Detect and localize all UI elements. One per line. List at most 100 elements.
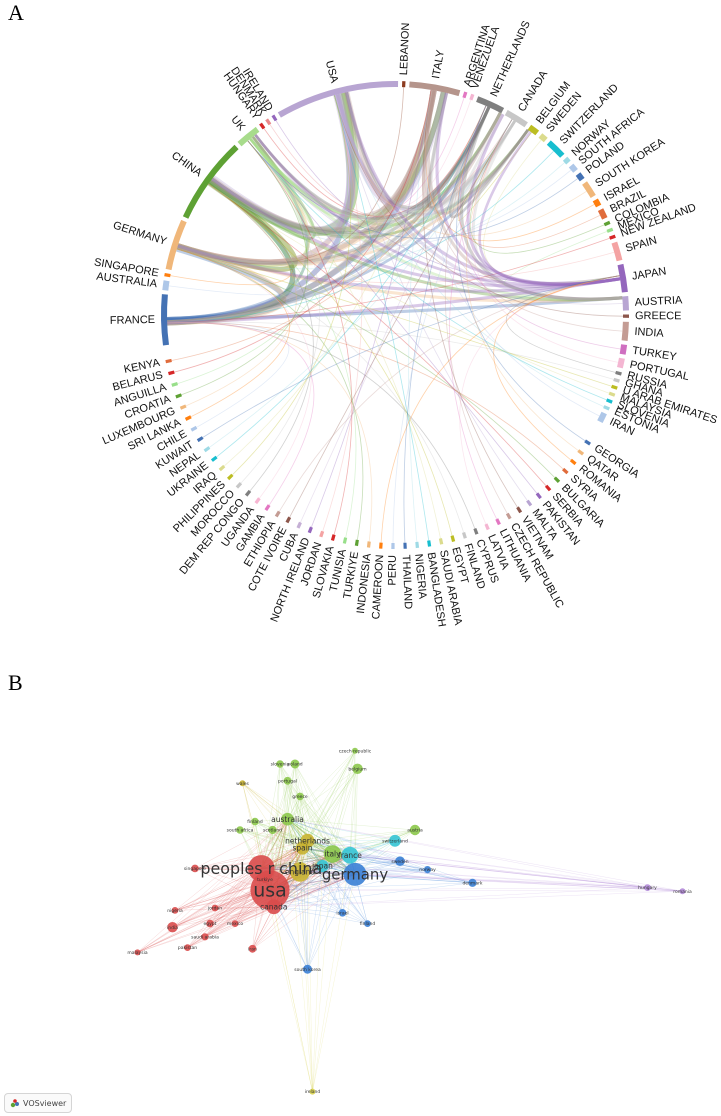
chord-arc-belarus bbox=[168, 370, 175, 376]
chord-link-germany bbox=[177, 244, 623, 303]
chord-link-germany bbox=[176, 91, 447, 265]
chord-link-south-africa bbox=[208, 169, 572, 247]
chord-link-czech-republic bbox=[444, 105, 508, 514]
network-label-sweden: sweden bbox=[391, 859, 408, 865]
chord-link-netherlands bbox=[254, 106, 491, 220]
network-edge bbox=[294, 763, 323, 867]
network-edge bbox=[273, 882, 473, 907]
chord-arc-ethiopia bbox=[274, 510, 281, 518]
chord-link-north-ireland bbox=[311, 89, 432, 528]
chord-link-usa bbox=[176, 93, 353, 265]
chord-link-germany bbox=[176, 179, 298, 272]
network-edge bbox=[287, 780, 333, 855]
network-label-netherlands: netherlands bbox=[285, 836, 330, 845]
chord-arc-ghana bbox=[613, 377, 620, 383]
network-edge bbox=[287, 819, 683, 892]
network-edge bbox=[287, 780, 303, 849]
chord-link-south-korea bbox=[333, 95, 587, 237]
chord-link-luxembourg bbox=[185, 183, 297, 407]
chord-link-peru bbox=[392, 119, 513, 544]
chord-arc-france bbox=[160, 294, 169, 346]
network-edge bbox=[187, 868, 262, 948]
chord-arc-bulgaria bbox=[553, 476, 561, 483]
network-edge bbox=[287, 763, 296, 820]
chord-arc-turkiye bbox=[354, 539, 359, 547]
network-label-denmark: denmark bbox=[462, 880, 482, 886]
chord-link-morocco bbox=[240, 140, 321, 484]
network-edge bbox=[307, 840, 683, 892]
chord-label-greece: GREECE bbox=[635, 310, 682, 322]
network-node-turkiye bbox=[261, 875, 269, 883]
chord-arc-qatar bbox=[577, 449, 585, 456]
network-edge bbox=[287, 819, 401, 862]
chord-arc-latvia bbox=[484, 523, 490, 531]
chord-arc-iran bbox=[597, 411, 607, 423]
chord-link-nepal bbox=[209, 119, 513, 448]
chord-link-italy bbox=[426, 90, 623, 301]
network-edge bbox=[252, 906, 274, 949]
network-node-south-korea bbox=[303, 964, 312, 974]
network-edge bbox=[279, 763, 308, 841]
chord-link-venezuela bbox=[333, 95, 472, 207]
network-label-malaysia: malaysia bbox=[127, 950, 147, 956]
chord-link-netherlands bbox=[459, 106, 623, 301]
network-edge bbox=[239, 819, 288, 831]
chord-link-kenya bbox=[171, 105, 487, 361]
chord-arc-sweden bbox=[538, 133, 548, 143]
network-edge bbox=[299, 768, 358, 873]
network-edge bbox=[279, 763, 288, 820]
chord-arc-italy bbox=[409, 81, 461, 97]
network-node-australia bbox=[281, 812, 294, 826]
chord-link-dem-rep-congo bbox=[208, 183, 314, 492]
chord-diagram: FRANCEAUSTRALIASINGAPOREGERMANYCHINAUKHU… bbox=[93, 19, 719, 628]
chord-link-italy bbox=[423, 90, 530, 215]
chord-arc-iraq bbox=[218, 464, 226, 472]
network-edge bbox=[242, 783, 288, 820]
chord-link-france bbox=[166, 135, 309, 322]
chord-arc-pakistan bbox=[535, 492, 542, 500]
network-edge bbox=[137, 889, 271, 953]
network-node-finland bbox=[364, 920, 371, 927]
network-edge bbox=[287, 819, 343, 913]
chord-label-china: CHINA bbox=[169, 150, 204, 180]
chord-link-uk bbox=[249, 92, 359, 218]
chord-link-sweden bbox=[483, 139, 620, 284]
network-edge bbox=[299, 871, 473, 883]
network-edge bbox=[172, 847, 303, 928]
network-edge bbox=[287, 819, 648, 888]
chord-link-qatar bbox=[466, 119, 579, 451]
chord-link-austria bbox=[247, 140, 623, 305]
chord-link-pakistan bbox=[247, 140, 538, 494]
network-edge bbox=[242, 783, 262, 869]
chord-link-germany bbox=[177, 129, 530, 266]
chord-link-china bbox=[209, 129, 530, 239]
network-node-nigeria bbox=[171, 907, 179, 914]
network-label-spain: spain bbox=[292, 844, 312, 853]
network-node-south-africa bbox=[236, 826, 244, 834]
chord-label-peru: PERU bbox=[387, 555, 399, 586]
chord-link-canada bbox=[429, 92, 516, 213]
chord-link-france bbox=[166, 112, 502, 322]
network-label-jordan: jordan bbox=[207, 906, 222, 912]
chord-link-uk bbox=[249, 91, 445, 218]
chord-arc-thailand bbox=[403, 542, 407, 549]
network-edge bbox=[294, 763, 351, 856]
network-label-india: india bbox=[167, 925, 178, 931]
network-nodes bbox=[134, 747, 686, 1095]
chord-link-uganda bbox=[176, 248, 312, 499]
chord-arc-china bbox=[182, 144, 239, 219]
chord-link-switzerland bbox=[167, 150, 554, 324]
chord-link-gambia bbox=[167, 322, 315, 506]
network-edge bbox=[287, 819, 473, 883]
network-edge bbox=[269, 768, 358, 891]
network-edge bbox=[294, 763, 308, 841]
network-edge bbox=[287, 819, 396, 841]
network-node-wales bbox=[239, 780, 246, 787]
vosviewer-badge[interactable]: VOSviewer bbox=[4, 1093, 73, 1113]
chord-link-uk bbox=[249, 137, 623, 301]
chord-link-china bbox=[209, 135, 316, 240]
chord-link-uk bbox=[167, 137, 308, 325]
network-edge bbox=[172, 868, 262, 928]
network-node-israel bbox=[338, 909, 347, 917]
network-label-usa: usa bbox=[253, 880, 287, 902]
